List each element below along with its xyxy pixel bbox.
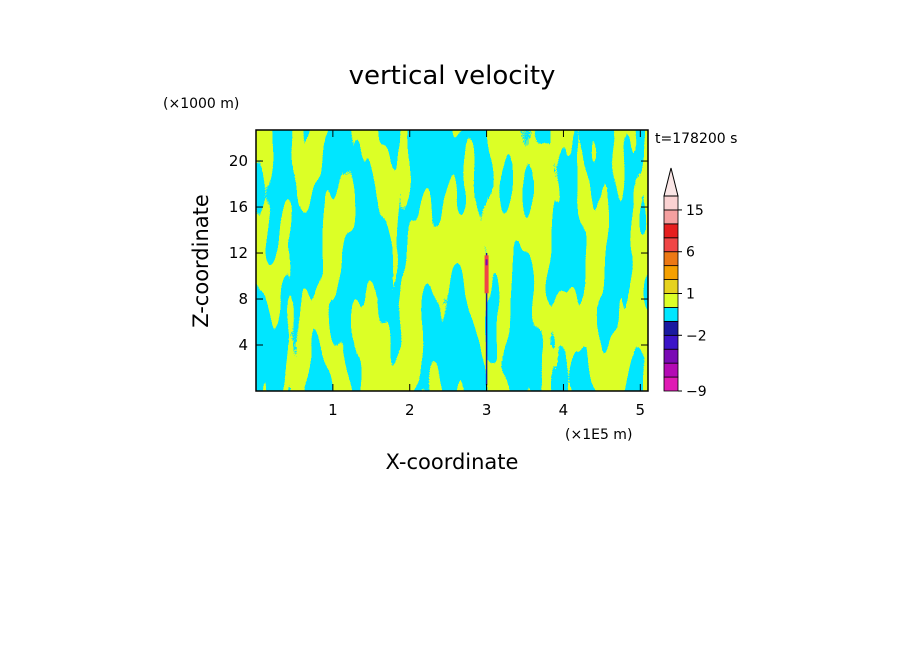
colorbar-box bbox=[663, 334, 679, 350]
x-scale-label: (×1E5 m) bbox=[565, 427, 632, 443]
chart-title: vertical velocity bbox=[349, 61, 556, 91]
updraft-column bbox=[484, 253, 489, 386]
colorbar-box bbox=[663, 376, 679, 392]
y-tick-label: 20 bbox=[229, 152, 248, 170]
x-axis-ticks: 1 2 3 4 5 bbox=[328, 130, 645, 419]
colorbar-label: −9 bbox=[686, 384, 707, 400]
colorbar-box bbox=[663, 251, 679, 267]
colorbar-box bbox=[663, 320, 679, 336]
y-axis-label: Z-coordinate bbox=[189, 194, 213, 328]
plot-area bbox=[256, 130, 648, 391]
colorbar-label: 15 bbox=[686, 203, 704, 219]
y-tick-label: 16 bbox=[229, 198, 248, 216]
x-tick-label: 5 bbox=[636, 401, 646, 419]
y-axis-ticks: 4 8 12 16 20 bbox=[229, 152, 648, 354]
x-axis-label: X-coordinate bbox=[386, 450, 519, 474]
x-tick-label: 1 bbox=[328, 401, 338, 419]
colorbar-box bbox=[663, 223, 679, 239]
x-tick-label: 3 bbox=[482, 401, 492, 419]
colorbar-label: 1 bbox=[686, 287, 695, 303]
colorbar-box bbox=[663, 293, 679, 308]
colorbar-box bbox=[663, 237, 679, 253]
x-tick-label: 2 bbox=[405, 401, 415, 419]
colorbar-box bbox=[663, 362, 679, 378]
colorbar-box bbox=[663, 348, 679, 364]
y-tick-label: 4 bbox=[238, 336, 248, 354]
colorbar-box bbox=[663, 307, 679, 322]
colorbar-box bbox=[663, 265, 679, 280]
y-tick-label: 12 bbox=[229, 244, 248, 262]
y-tick-label: 8 bbox=[238, 290, 248, 308]
time-label: t=178200 s bbox=[655, 131, 737, 147]
colorbar-box bbox=[663, 279, 679, 294]
colorbar-label: −2 bbox=[686, 328, 707, 344]
colorbar: −9 −2 1 6 15 bbox=[663, 167, 707, 400]
colorbar-box bbox=[663, 195, 679, 211]
updraft-core-inner bbox=[485, 259, 488, 266]
colorbar-extend-arrow bbox=[663, 167, 679, 197]
updraft-core bbox=[484, 255, 489, 294]
plot-frame bbox=[255, 129, 649, 392]
colorbar-box bbox=[663, 209, 679, 225]
colorbar-label: 6 bbox=[686, 245, 695, 261]
positive-velocity-field bbox=[256, 130, 648, 391]
y-scale-label: (×1000 m) bbox=[163, 96, 239, 112]
x-tick-label: 4 bbox=[559, 401, 569, 419]
